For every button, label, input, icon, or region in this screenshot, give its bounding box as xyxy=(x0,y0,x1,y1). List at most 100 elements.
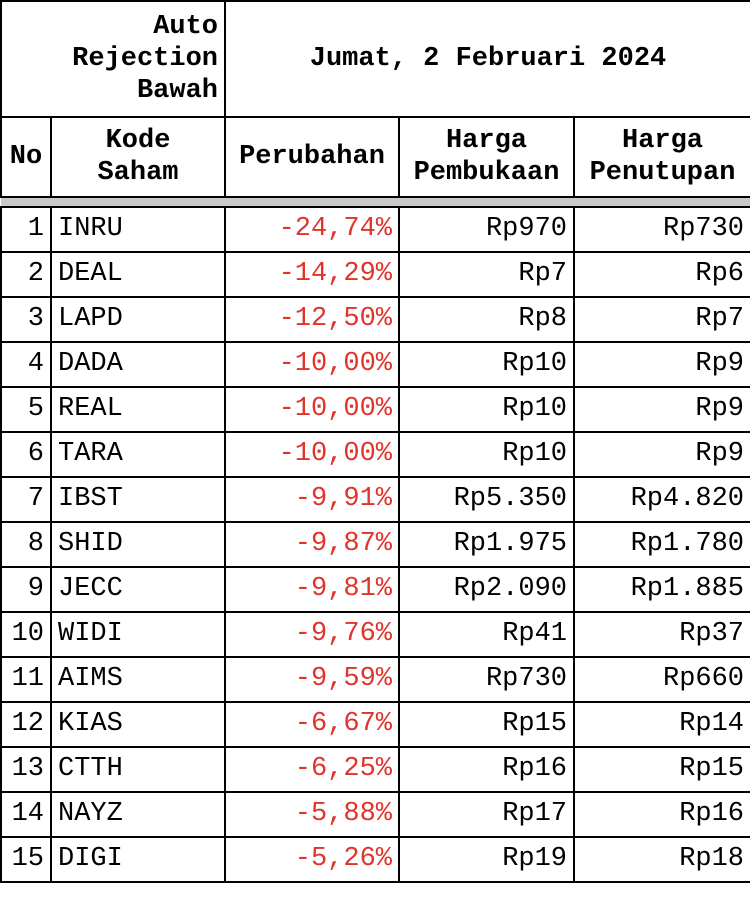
column-header: No xyxy=(0,116,52,198)
table-title: Auto Rejection Bawah xyxy=(0,0,226,118)
change: -14,29% xyxy=(224,251,400,298)
open-price: Rp19 xyxy=(398,836,575,883)
data-row: 3 LAPD -12,50% Rp8 Rp7 xyxy=(0,296,750,343)
data-row: 9 JECC -9,81% Rp2.090 Rp1.885 xyxy=(0,566,750,613)
row-number: 15 xyxy=(0,836,52,883)
row-number: 4 xyxy=(0,341,52,388)
stock-code: TARA xyxy=(50,431,226,478)
title-row: Auto Rejection Bawah Jumat, 2 Februari 2… xyxy=(0,0,750,118)
change: -6,67% xyxy=(224,701,400,748)
stock-code: AIMS xyxy=(50,656,226,703)
row-number: 13 xyxy=(0,746,52,793)
data-row: 5 REAL -10,00% Rp10 Rp9 xyxy=(0,386,750,433)
open-price: Rp8 xyxy=(398,296,575,343)
open-price: Rp41 xyxy=(398,611,575,658)
close-price: Rp15 xyxy=(572,746,750,793)
open-price: Rp16 xyxy=(398,746,575,793)
open-price: Rp5.350 xyxy=(398,476,575,523)
close-price: Rp1.885 xyxy=(572,566,750,613)
column-header-row: No Kode Saham Perubahan Harga Pembukaan Harg… xyxy=(0,116,750,198)
change: -9,81% xyxy=(224,566,400,613)
close-price: Rp9 xyxy=(572,386,750,433)
change: -12,50% xyxy=(224,296,400,343)
data-row: 13 CTTH -6,25% Rp16 Rp15 xyxy=(0,746,750,793)
close-price: Rp9 xyxy=(572,431,750,478)
close-price: Rp14 xyxy=(572,701,750,748)
stock-code: IBST xyxy=(50,476,226,523)
open-price: Rp2.090 xyxy=(398,566,575,613)
row-number: 5 xyxy=(0,386,52,433)
stock-code: NAYZ xyxy=(50,791,226,838)
data-row: 11 AIMS -9,59% Rp730 Rp660 xyxy=(0,656,750,703)
close-price: Rp18 xyxy=(572,836,750,883)
close-price: Rp4.820 xyxy=(572,476,750,523)
data-row: 10 WIDI -9,76% Rp41 Rp37 xyxy=(0,611,750,658)
row-number: 12 xyxy=(0,701,52,748)
change: -10,00% xyxy=(224,386,400,433)
row-number: 3 xyxy=(0,296,52,343)
open-price: Rp970 xyxy=(398,206,575,253)
change: -9,76% xyxy=(224,611,400,658)
row-number: 8 xyxy=(0,521,52,568)
open-price: Rp10 xyxy=(398,431,575,478)
data-row: 12 KIAS -6,67% Rp15 Rp14 xyxy=(0,701,750,748)
column-header: Perubahan xyxy=(224,116,400,198)
close-price: Rp7 xyxy=(572,296,750,343)
change: -6,25% xyxy=(224,746,400,793)
stock-code: DIGI xyxy=(50,836,226,883)
row-number: 7 xyxy=(0,476,52,523)
open-price: Rp10 xyxy=(398,386,575,433)
data-row: 7 IBST -9,91% Rp5.350 Rp4.820 xyxy=(0,476,750,523)
stock-code: REAL xyxy=(50,386,226,433)
change: -9,59% xyxy=(224,656,400,703)
row-number: 10 xyxy=(0,611,52,658)
close-price: Rp1.780 xyxy=(572,521,750,568)
close-price: Rp37 xyxy=(572,611,750,658)
close-price: Rp16 xyxy=(572,791,750,838)
open-price: Rp15 xyxy=(398,701,575,748)
stock-code: JECC xyxy=(50,566,226,613)
change: -9,91% xyxy=(224,476,400,523)
separator xyxy=(1,196,750,208)
data-row: 2 DEAL -14,29% Rp7 Rp6 xyxy=(0,251,750,298)
change: -10,00% xyxy=(224,341,400,388)
stock-code: INRU xyxy=(50,206,226,253)
change: -5,88% xyxy=(224,791,400,838)
row-number: 11 xyxy=(0,656,52,703)
row-number: 9 xyxy=(0,566,52,613)
open-price: Rp10 xyxy=(398,341,575,388)
column-header: Harga Pembukaan xyxy=(398,116,575,198)
close-price: Rp730 xyxy=(572,206,750,253)
change: -5,26% xyxy=(224,836,400,883)
change: -10,00% xyxy=(224,431,400,478)
column-header: Harga Penutupan xyxy=(572,116,750,198)
data-row: 14 NAYZ -5,88% Rp17 Rp16 xyxy=(0,791,750,838)
change: -24,74% xyxy=(224,206,400,253)
separator-cell xyxy=(1,196,750,208)
data-row: 15 DIGI -5,26% Rp19 Rp18 xyxy=(0,836,750,883)
row-number: 1 xyxy=(0,206,52,253)
open-price: Rp730 xyxy=(398,656,575,703)
row-number: 6 xyxy=(0,431,52,478)
close-price: Rp660 xyxy=(572,656,750,703)
data-row: 8 SHID -9,87% Rp1.975 Rp1.780 xyxy=(0,521,750,568)
table-date: Jumat, 2 Februari 2024 xyxy=(223,0,750,118)
open-price: Rp7 xyxy=(398,251,575,298)
close-price: Rp9 xyxy=(572,341,750,388)
row-number: 2 xyxy=(0,251,52,298)
open-price: Rp17 xyxy=(398,791,575,838)
stock-code: SHID xyxy=(50,521,226,568)
change: -9,87% xyxy=(224,521,400,568)
stock-code: CTTH xyxy=(50,746,226,793)
close-price: Rp6 xyxy=(572,251,750,298)
stock-code: LAPD xyxy=(50,296,226,343)
stock-code: DEAL xyxy=(50,251,226,298)
data-row: 1 INRU -24,74% Rp970 Rp730 xyxy=(0,206,750,253)
stock-code: DADA xyxy=(50,341,226,388)
stock-code: KIAS xyxy=(50,701,226,748)
data-row: 4 DADA -10,00% Rp10 Rp9 xyxy=(0,341,750,388)
row-number: 14 xyxy=(0,791,52,838)
